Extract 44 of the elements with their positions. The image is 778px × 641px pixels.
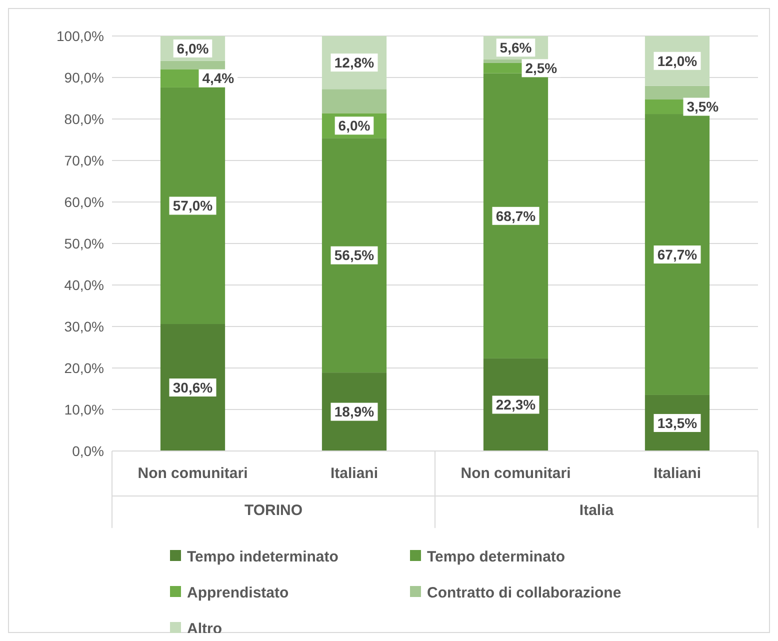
- text: Italia: [579, 502, 614, 519]
- data-label: 57,0%: [172, 198, 214, 214]
- y-tick-label: 60,0%: [64, 194, 104, 210]
- y-tick-label: 80,0%: [64, 110, 104, 127]
- y-tick-label: 40,0%: [64, 276, 104, 293]
- legend-label: Contratto di collaborazione: [427, 584, 622, 602]
- data-label: 6,0%: [338, 118, 371, 134]
- y-tick-label: 50,0%: [64, 235, 104, 252]
- y-tick-label: 0,0%: [72, 442, 104, 459]
- x-tick-label: Italiani: [330, 465, 378, 482]
- legend-label: Apprendistato: [187, 584, 289, 602]
- data-label: 68,7%: [496, 208, 536, 224]
- text: TORINO: [244, 502, 303, 519]
- y-tick-label: 30,0%: [64, 318, 104, 334]
- legend-label: Tempo indeterminato: [187, 548, 338, 566]
- y-tick-label: 100,0%: [56, 28, 104, 44]
- y-tick-label: 90,0%: [64, 69, 104, 86]
- data-label: 67,7%: [657, 246, 698, 262]
- data-label: 22,3%: [496, 396, 536, 413]
- legend-label: Tempo determinato: [427, 548, 566, 566]
- x-tick-label: Non comunitari: [138, 465, 248, 482]
- bar: [160, 60, 226, 70]
- y-tick-label: 10,0%: [64, 401, 104, 418]
- bar: [644, 86, 710, 100]
- bar: [322, 89, 387, 114]
- data-label: 56,5%: [334, 247, 375, 264]
- data-label: 5,6%: [500, 40, 532, 56]
- y-tick-label: 70,0%: [64, 152, 104, 168]
- data-label: 4,4%: [202, 70, 235, 86]
- bar: [160, 87, 226, 324]
- bar: [322, 138, 387, 373]
- data-label: 13,5%: [657, 414, 698, 431]
- x-tick-label: Non comunitari: [460, 465, 571, 482]
- data-label: 3,5%: [686, 98, 720, 115]
- data-label: 12,8%: [334, 54, 375, 70]
- data-label: 6,0%: [176, 40, 210, 56]
- x-tick-label: Italiani: [653, 465, 702, 482]
- y-tick-label: 20,0%: [64, 360, 104, 376]
- bar: [160, 324, 226, 451]
- bar: [644, 114, 710, 395]
- data-label: 30,6%: [172, 379, 214, 396]
- data-label: 18,9%: [334, 404, 375, 420]
- data-label: 12,0%: [657, 52, 698, 69]
- data-label: 2,5%: [525, 60, 558, 76]
